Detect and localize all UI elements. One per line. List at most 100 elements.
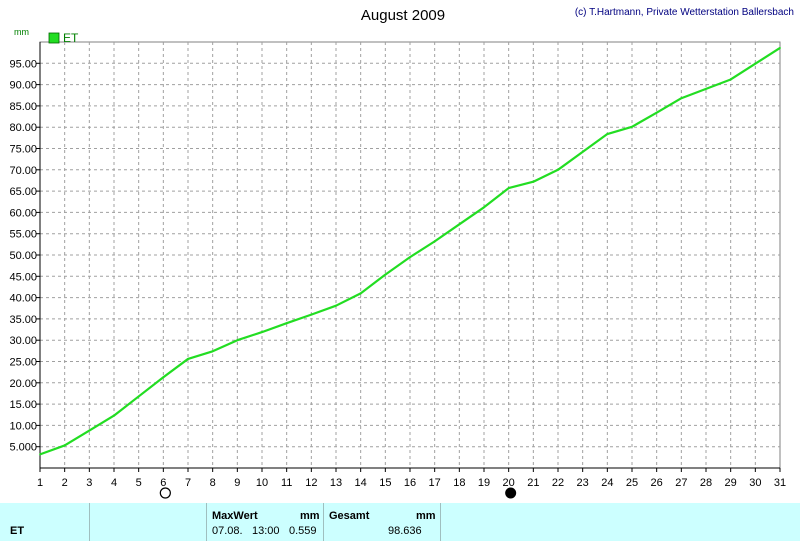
x-tick-label: 28 [700,477,712,489]
x-tick-label: 23 [577,477,589,489]
x-tick-label: 14 [355,477,367,489]
chart-title: August 2009 [361,7,445,24]
y-tick-label: 80.00 [9,122,37,134]
data-point [705,87,707,90]
x-tick-label: 6 [160,477,166,489]
data-point [113,414,115,417]
data-point [162,376,165,379]
total-value: 98.636 [388,525,422,537]
data-point [680,97,683,100]
max-time: 13:00 [252,525,280,537]
data-point [483,206,485,209]
x-tick-label: 5 [136,477,142,489]
x-tick-label: 3 [86,477,92,489]
x-tick-label: 10 [256,477,268,489]
y-tick-label: 15.00 [9,399,37,411]
y-tick-label: 95.00 [9,58,37,70]
x-tick-label: 18 [453,477,465,489]
data-point [335,304,337,307]
x-tick-label: 16 [404,477,416,489]
x-tick-label: 25 [626,477,638,489]
x-tick-label: 8 [210,477,216,489]
y-tick-label: 20.00 [9,378,37,390]
max-value: 0.559 [289,525,317,537]
y-tick-label: 70.00 [9,165,37,177]
x-tick-label: 27 [675,477,687,489]
x-tick-label: 1 [37,477,43,489]
data-point [285,322,288,325]
new-moon-icon [505,487,517,499]
data-point [187,358,189,360]
y-tick-label: 65.00 [9,186,37,198]
chart: 5.000 10.00 15.00 20.00 25.00 30.00 35.00 40.00… [9,7,794,499]
stats-max-cell: MaxWert mm 07.08. 13:00 0.559 [207,503,324,541]
data-point [88,429,91,432]
y-tick-label: 60.00 [9,207,37,219]
x-tick-label: 17 [429,477,441,489]
legend-swatch-et [48,32,60,44]
x-tick-label: 7 [185,477,191,489]
y-tick-label: 25.00 [9,357,37,369]
data-point [606,133,609,135]
data-point [754,62,757,65]
x-tick-label: 2 [62,477,68,489]
x-tick-label: 29 [725,477,737,489]
data-point [236,339,239,342]
full-moon-icon [159,487,171,499]
x-tick-label: 21 [527,477,539,489]
data-point [261,331,263,334]
legend-label-et: ET [63,31,79,45]
y-tick-label: 45.00 [9,271,37,283]
data-point [211,350,214,353]
stats-table: ET MaxWert mm 07.08. 13:00 0.559 Gesamt … [0,503,800,541]
data-point [631,125,633,128]
y-tick-label: 75.00 [9,144,37,156]
data-point [779,47,781,49]
data-point [581,151,584,153]
max-date: 07.08. [212,525,243,537]
y-tick-label: 40.00 [9,293,37,305]
data-point [729,78,732,81]
x-tick-label: 12 [305,477,317,489]
y-tick-label: 30.00 [9,335,37,347]
y-tick-label: 35.00 [9,314,37,326]
data-point [137,395,140,398]
x-tick-label: 30 [749,477,761,489]
data-point [63,444,66,447]
data-point [359,292,362,295]
data-point [409,256,411,259]
y-axis-unit: mm [14,27,29,37]
x-tick-label: 19 [478,477,490,489]
stats-total-cell: Gesamt mm 98.636 [324,503,441,541]
x-tick-label: 22 [552,477,564,489]
stats-empty-cell [90,503,207,541]
data-point [433,240,436,243]
x-tick-label: 9 [234,477,240,489]
data-point [532,180,535,183]
max-unit: mm [300,510,320,522]
y-tick-label: 55.00 [9,229,37,241]
y-tick-label: 90.00 [9,80,37,92]
x-tick-label: 20 [503,477,515,489]
x-tick-label: 4 [111,477,117,489]
y-tick-label: 85.00 [9,101,37,113]
stats-series-cell: ET [0,503,90,541]
data-point [310,313,313,316]
chart-svg: 5.000 10.00 15.00 20.00 25.00 30.00 35.00 40.00… [9,7,794,499]
y-tick-label: 50.00 [9,250,37,262]
stats-series-label: ET [10,525,25,537]
y-tick-label: 5.000 [9,442,37,454]
total-header: Gesamt [329,510,370,522]
x-tick-label: 31 [774,477,786,489]
data-point [458,223,461,226]
max-header: MaxWert [212,510,258,522]
copyright-text: (c) T.Hartmann, Private Wetterstation Ba… [575,7,794,18]
data-point [39,453,41,456]
x-tick-label: 13 [330,477,342,489]
x-tick-label: 26 [651,477,663,489]
data-point [557,168,559,171]
y-tick-label: 10.00 [9,420,37,432]
x-tick-label: 11 [281,477,292,489]
x-tick-label: 24 [601,477,613,489]
data-point [655,111,658,114]
